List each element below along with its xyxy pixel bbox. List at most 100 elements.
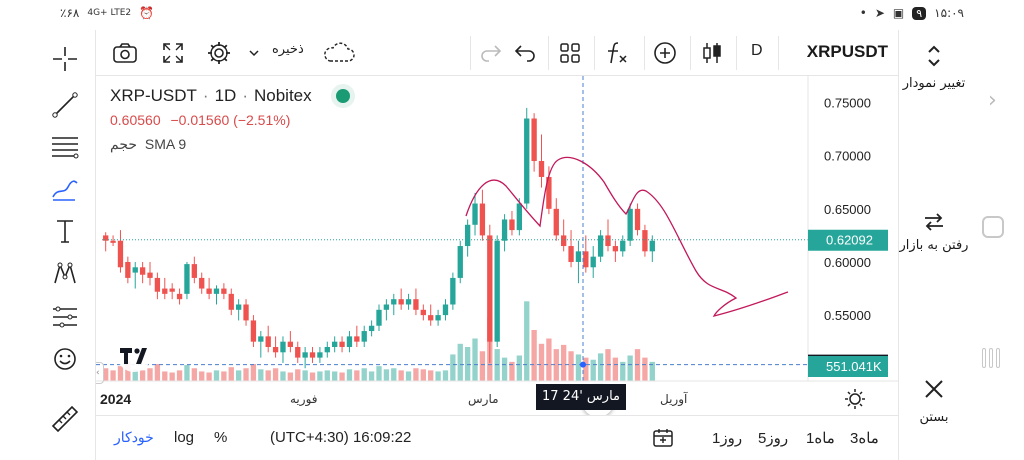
chart-pane[interactable]: 0.75000 0.70000 0.65000 0.60000 0.55000 0.620… <box>96 76 898 417</box>
symbol-button[interactable]: XRPUSDT <box>806 42 888 61</box>
candle-body <box>472 203 478 225</box>
collapse-toolbar-handle[interactable]: ‹ <box>96 362 104 384</box>
range-1m[interactable]: 1ماه <box>806 430 835 447</box>
home-icon[interactable] <box>982 216 1004 238</box>
legend-indicator[interactable]: حجم SMA 9 <box>110 136 350 153</box>
volume-bar <box>265 370 271 381</box>
swap-arrows-icon <box>925 213 943 231</box>
redo-button[interactable] <box>476 36 506 70</box>
volume-bar <box>568 351 574 381</box>
candle-body <box>413 299 419 310</box>
close-label[interactable]: بستن <box>919 410 949 425</box>
timezone-clock[interactable]: (UTC+4:30) 16:09:22 <box>270 429 412 446</box>
legend-sep: · <box>242 86 248 105</box>
trend-line-tool[interactable] <box>48 88 82 122</box>
volume-bars <box>103 301 655 381</box>
volume-bar <box>280 371 286 381</box>
axis-settings-button[interactable] <box>844 388 866 414</box>
date-range-button[interactable] <box>652 427 676 454</box>
volume-bar <box>590 359 596 381</box>
volume-bar <box>250 364 257 381</box>
save-label[interactable]: ذخیره <box>272 42 304 57</box>
candle-body <box>620 240 626 252</box>
log-scale-button[interactable]: log <box>174 429 195 446</box>
volume-bar <box>509 361 515 381</box>
notification-badge: ۹ <box>912 6 927 20</box>
pattern-tool[interactable] <box>48 256 82 290</box>
volume-bar <box>199 371 205 381</box>
time-label-apr: آوریل <box>660 392 688 406</box>
back-chevron-icon[interactable]: › <box>988 88 997 113</box>
candle-body <box>213 288 220 294</box>
change-chart-button[interactable] <box>926 44 942 72</box>
recents-icon[interactable] <box>982 348 1000 368</box>
candle-body <box>272 346 279 353</box>
auto-scale-button[interactable]: خودکار <box>114 429 154 445</box>
market-status-dot <box>335 89 350 103</box>
go-market-button[interactable] <box>923 212 945 236</box>
volume-bar <box>420 369 426 381</box>
pattern-icon <box>54 262 76 284</box>
range-1d[interactable]: 1روز <box>712 430 743 447</box>
fib-tool[interactable] <box>48 130 82 164</box>
volume-bar <box>309 372 316 381</box>
range-5d[interactable]: 5روز <box>758 430 789 447</box>
candle-body <box>442 304 449 316</box>
chart-toolbar: ذخیره D XRPUSDT <box>96 30 898 76</box>
candle-body <box>383 304 390 310</box>
candle-body <box>464 224 471 247</box>
close-button[interactable] <box>923 378 945 404</box>
candle-body <box>487 235 493 342</box>
candle-body <box>235 304 242 310</box>
volume-bar <box>235 370 242 381</box>
volume-bar <box>583 357 589 381</box>
sma-indicator-label: SMA 9 <box>144 136 187 152</box>
layout-button[interactable] <box>554 36 586 70</box>
text-tool[interactable] <box>48 214 82 248</box>
volume-bar <box>354 370 360 381</box>
prediction-tool[interactable] <box>48 300 82 334</box>
volume-bar <box>620 361 626 381</box>
undo-button[interactable] <box>510 36 540 70</box>
text-icon <box>57 220 73 243</box>
price-chart[interactable]: 0.75000 0.70000 0.65000 0.60000 0.55000 0.620… <box>96 76 898 415</box>
dot-icon: • <box>859 6 867 20</box>
fullscreen-button[interactable] <box>156 36 190 70</box>
interval-button[interactable]: D <box>751 42 763 59</box>
save-dropdown-button[interactable] <box>244 36 264 70</box>
price-tick-label: 0.60000 <box>824 255 871 270</box>
compare-button[interactable] <box>648 36 682 70</box>
candle-body <box>332 341 338 347</box>
cloud-save-button[interactable] <box>320 36 358 70</box>
snapshot-button[interactable] <box>108 36 142 70</box>
chart-type-button[interactable] <box>696 36 728 70</box>
ruler-icon <box>51 405 79 433</box>
candle-body <box>428 315 434 321</box>
go-market-label[interactable]: رفتن به بازار <box>899 238 969 253</box>
indicators-button[interactable] <box>600 36 636 70</box>
candle-body <box>354 336 360 342</box>
percent-scale-button[interactable]: % <box>214 429 228 446</box>
crosshair-tool[interactable] <box>48 42 82 76</box>
change-chart-label[interactable]: تغییر نمودار <box>902 76 966 91</box>
range-3m[interactable]: 3ماه <box>850 430 879 447</box>
ruler-tool[interactable] <box>48 402 82 436</box>
crosshair-icon <box>53 47 77 71</box>
candle-body <box>309 352 316 358</box>
candle-body <box>162 288 168 294</box>
volume-bar <box>339 372 345 381</box>
candle-body <box>420 309 426 316</box>
emoji-tool[interactable] <box>48 342 82 376</box>
volume-indicator-label: حجم <box>110 136 138 152</box>
brush-tool[interactable] <box>48 172 82 206</box>
volume-bar <box>361 368 367 381</box>
volume-bar <box>501 357 508 381</box>
volume-bar <box>132 369 138 381</box>
plus-circle-icon <box>654 42 676 64</box>
candle-body <box>575 251 582 262</box>
volume-bar <box>612 357 619 381</box>
settings-button[interactable] <box>202 36 236 70</box>
candle-body <box>649 240 655 252</box>
cloud-icon <box>324 42 355 62</box>
time-label-mar: مارس <box>468 392 499 406</box>
